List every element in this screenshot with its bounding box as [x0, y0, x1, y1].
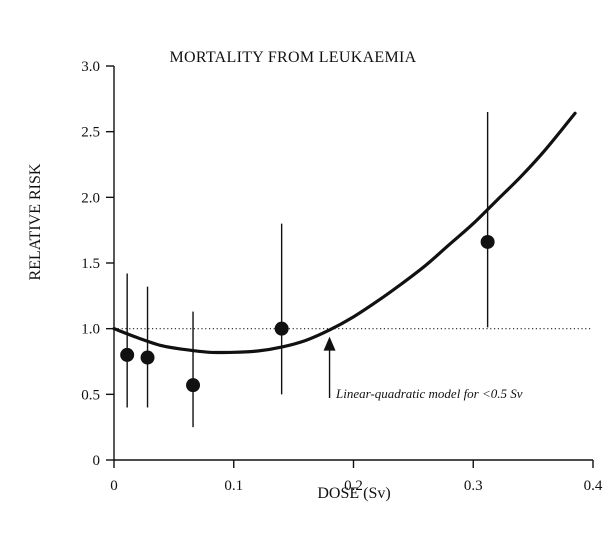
- x-tick-label: 0.2: [344, 478, 363, 494]
- x-axis-title: DOSE (Sv): [317, 485, 390, 502]
- y-tick-label: 0.5: [81, 387, 100, 403]
- y-tick-label: 2.5: [81, 125, 100, 141]
- model-curve-line: [112, 111, 577, 355]
- data-point: [120, 347, 135, 362]
- plot-area: [112, 111, 592, 428]
- x-tick-label: 0.1: [224, 478, 243, 494]
- x-tick-label: 0.4: [584, 478, 603, 494]
- y-tick-label: 0: [93, 453, 101, 469]
- data-point: [186, 378, 201, 393]
- annotation-arrow-head: [323, 336, 336, 351]
- data-point: [480, 234, 495, 249]
- y-tick-label: 3.0: [81, 59, 100, 75]
- x-tick-label: 0: [110, 478, 118, 494]
- x-tick-label: 0.3: [464, 478, 483, 494]
- chart-title: MORTALITY FROM LEUKAEMIA: [169, 49, 416, 66]
- model-annotation-label: Linear-quadratic model for <0.5 Sv: [335, 386, 523, 401]
- axes: 0 0.1 0.2 0.3 0.4 0 0.5 1.0 1.5 2.0 2.5 3.0: [81, 59, 603, 494]
- y-tick-label: 1.5: [81, 256, 100, 272]
- data-point: [274, 321, 289, 336]
- y-tick-label: 2.0: [81, 190, 100, 206]
- data-point: [140, 350, 155, 365]
- y-axis-title: RELATIVE RISK: [27, 163, 44, 280]
- y-tick-label: 1.0: [81, 322, 100, 338]
